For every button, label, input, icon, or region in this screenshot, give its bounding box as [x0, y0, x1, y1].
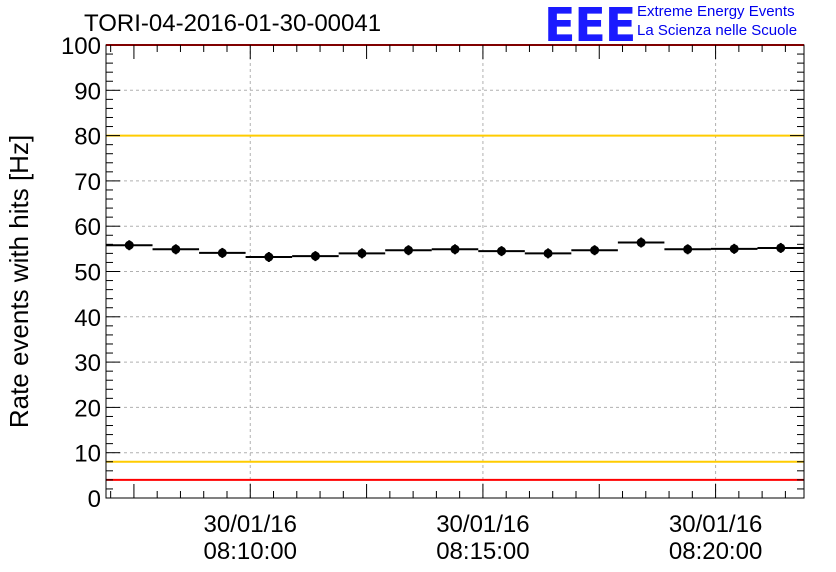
y-tick-label: 10: [74, 441, 101, 468]
data-point: [524, 248, 572, 259]
marker: [310, 251, 320, 261]
marker: [683, 244, 693, 254]
data-point: [152, 244, 200, 255]
marker: [264, 252, 274, 262]
marker: [217, 248, 227, 258]
y-tick-label: 80: [74, 124, 101, 151]
data-point: [245, 252, 293, 263]
data-point: [338, 248, 386, 259]
marker: [636, 238, 646, 248]
chart-title: TORI-04-2016-01-30-00041: [84, 10, 382, 37]
marker: [450, 244, 460, 254]
grid: [106, 45, 804, 498]
marker: [171, 244, 181, 254]
y-axis-title: Rate events with hits [Hz]: [4, 135, 34, 428]
y-tick-label: 90: [74, 78, 101, 105]
y-tick-label: 40: [74, 305, 101, 332]
data-series: [106, 237, 804, 263]
logo-mark: EEE: [544, 0, 636, 52]
marker: [543, 248, 553, 258]
logo-line-1: Extreme Energy Events: [637, 3, 795, 20]
data-point: [478, 246, 525, 257]
y-tick-label: 20: [74, 395, 101, 422]
marker: [729, 244, 739, 254]
y-tick-label: 100: [61, 33, 101, 60]
data-point: [757, 242, 804, 253]
reference-lines: [106, 44, 804, 481]
y-tick-label: 60: [74, 214, 101, 241]
y-tick-label: 50: [74, 260, 101, 287]
data-point: [106, 240, 153, 251]
marker: [776, 243, 786, 253]
marker: [590, 245, 600, 255]
axis-ticks: [106, 44, 804, 499]
y-tick-label: 70: [74, 169, 101, 196]
data-point: [617, 237, 665, 248]
logo-line-2: La Scienza nelle Scuole: [637, 22, 798, 39]
data-point: [571, 245, 618, 256]
marker: [497, 246, 507, 256]
axis-labels: 010203040506070809010030/01/1608:10:0030…: [4, 33, 762, 565]
x-tick-label-date: 30/01/16: [669, 511, 762, 538]
eee-logo: EEE Extreme Energy Events La Scienza nel…: [544, 0, 834, 52]
data-point: [710, 243, 758, 254]
marker: [357, 248, 367, 258]
y-tick-label: 0: [88, 486, 101, 513]
marker: [124, 240, 134, 250]
x-tick-label-time: 08:10:00: [204, 538, 297, 565]
x-tick-label-time: 08:20:00: [669, 538, 762, 565]
marker: [403, 245, 413, 255]
y-tick-label: 30: [74, 350, 101, 377]
data-point: [292, 251, 339, 262]
x-tick-label-date: 30/01/16: [436, 511, 529, 538]
data-point: [664, 244, 711, 255]
data-point: [385, 245, 432, 256]
data-point: [431, 244, 479, 255]
x-tick-label-date: 30/01/16: [204, 511, 297, 538]
data-point: [199, 247, 246, 258]
x-tick-label-time: 08:15:00: [436, 538, 529, 565]
